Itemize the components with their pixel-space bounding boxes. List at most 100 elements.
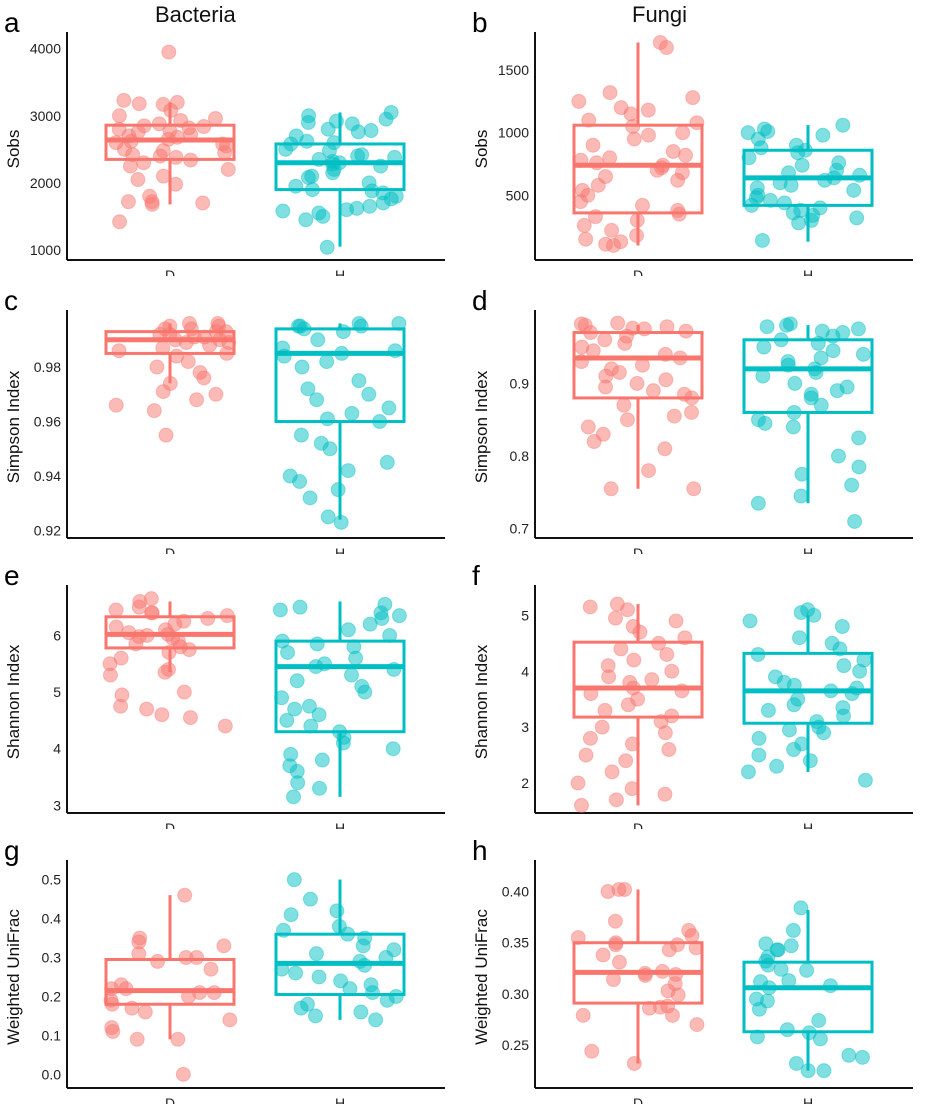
data-point <box>183 127 199 143</box>
panel-a: a Sobs 1000 2000 3000 4000 D H <box>0 0 468 283</box>
data-point <box>362 616 378 632</box>
box-group-H <box>740 602 874 788</box>
data-point <box>803 212 819 228</box>
data-point <box>822 978 838 994</box>
data-point <box>851 459 867 475</box>
panel-g: g Weighted UniFrac 0.0 0.1 0.2 0.3 0.4 0.5 D H <box>0 828 468 1109</box>
data-point <box>582 730 598 746</box>
data-point <box>111 343 127 359</box>
data-point <box>618 753 634 769</box>
chart-d: d Simpson Index 0.7 0.8 0.9 D H <box>472 285 913 561</box>
x-tick-label: D <box>165 267 175 276</box>
data-point <box>102 667 118 683</box>
data-point <box>781 722 797 738</box>
y-tick-label: 0.25 <box>502 1037 529 1053</box>
chart-f: f Shannon Index 2 3 4 5 D H <box>472 560 913 836</box>
y-tick-label: 0.0 <box>42 1066 62 1082</box>
y-tick-label: 2 <box>521 775 529 791</box>
data-point <box>299 133 315 149</box>
data-point <box>644 672 660 688</box>
column-title-fungi: Fungi <box>632 2 688 27</box>
data-point <box>183 152 199 168</box>
data-point <box>762 192 778 208</box>
data-point <box>654 963 670 979</box>
data-point <box>689 115 705 131</box>
data-point <box>740 125 756 141</box>
data-point <box>661 742 677 758</box>
data-point <box>854 1049 870 1065</box>
data-point <box>670 987 686 1003</box>
data-point <box>769 758 785 774</box>
data-point <box>207 110 223 126</box>
data-point <box>587 209 603 225</box>
data-point <box>311 151 327 167</box>
data-point <box>150 953 166 969</box>
data-point <box>741 150 757 166</box>
box-group-D <box>104 44 236 230</box>
panel-letter: c <box>4 285 18 316</box>
data-point <box>195 195 211 211</box>
y-tick-label: 1500 <box>498 62 529 78</box>
chart-b: b Sobs 500 1000 1500 D H <box>472 7 913 283</box>
data-point <box>584 1043 600 1059</box>
data-point <box>288 965 304 981</box>
data-point <box>379 454 395 470</box>
data-point <box>220 161 236 177</box>
data-point <box>320 509 336 525</box>
data-point <box>177 887 193 903</box>
data-point <box>189 392 205 408</box>
data-point <box>293 427 309 443</box>
x-tick-label: H <box>335 1095 345 1104</box>
data-point <box>760 123 776 139</box>
data-point <box>685 90 701 106</box>
data-point <box>176 684 192 700</box>
data-point <box>835 117 851 133</box>
data-point <box>602 85 618 101</box>
data-point <box>790 145 806 161</box>
data-point <box>779 1022 795 1038</box>
x-tick-label: H <box>335 820 345 829</box>
data-point <box>624 781 640 797</box>
data-point <box>604 764 620 780</box>
data-point <box>756 339 772 355</box>
data-point <box>816 725 832 741</box>
data-point <box>815 127 831 143</box>
data-point <box>322 441 338 457</box>
data-point <box>740 764 756 780</box>
data-point <box>744 197 760 213</box>
data-point <box>350 148 366 164</box>
data-point <box>361 386 377 402</box>
y-tick-label: 0.94 <box>34 468 61 484</box>
data-point <box>308 659 324 675</box>
data-point <box>108 602 124 618</box>
data-point <box>202 337 218 353</box>
data-point <box>303 718 319 734</box>
data-point <box>219 345 235 361</box>
data-point <box>783 938 799 954</box>
data-point <box>832 641 848 657</box>
data-point <box>813 350 829 366</box>
x-tick-label: D <box>633 545 643 554</box>
data-point <box>300 115 316 131</box>
data-point <box>785 922 801 938</box>
panel-f: f Shannon Index 2 3 4 5 D H <box>468 553 936 836</box>
data-point <box>844 686 860 702</box>
data-point <box>302 490 318 506</box>
data-point <box>382 627 398 643</box>
chart-h: h Weighted UniFrac 0.25 0.30 0.35 0.40 D H <box>472 835 913 1109</box>
data-point <box>649 162 665 178</box>
data-point <box>759 319 775 335</box>
data-point <box>276 348 292 364</box>
data-point <box>791 215 807 231</box>
box-group-D <box>570 881 705 1071</box>
data-point <box>175 1066 191 1082</box>
data-point <box>288 178 304 194</box>
data-point <box>139 701 155 717</box>
data-point <box>610 315 626 331</box>
data-point <box>637 967 653 983</box>
data-point <box>311 969 327 985</box>
data-point <box>311 780 327 796</box>
data-point <box>850 321 866 337</box>
data-point <box>786 742 802 758</box>
data-point <box>275 203 291 219</box>
